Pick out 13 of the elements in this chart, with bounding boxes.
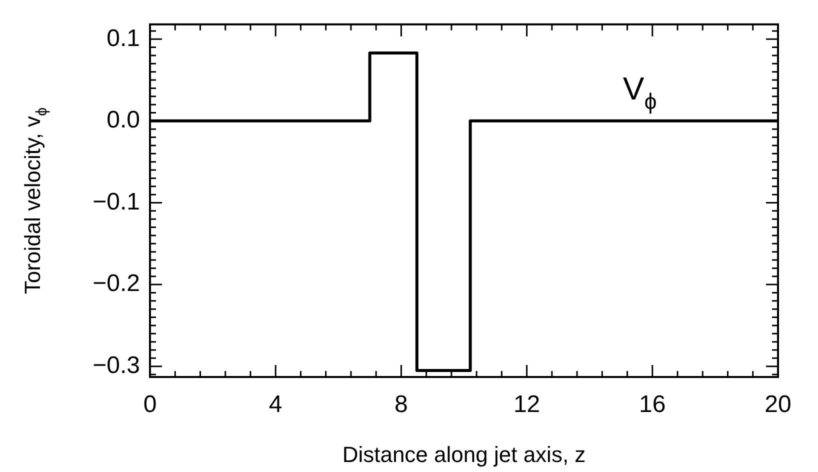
x-tick-label: 0: [143, 391, 157, 418]
x-tick-label: 12: [513, 391, 540, 418]
x-tick-label: 20: [764, 391, 792, 418]
x-tick-label: 4: [268, 391, 282, 418]
y-tick-label: 0.1: [106, 24, 140, 52]
y-tick-label: −0.3: [92, 352, 140, 379]
x-tick-label: 8: [394, 391, 408, 418]
y-axis-title: Toroidal velocity, vϕ: [20, 106, 51, 294]
x-axis-title: Distance along jet axis, z: [342, 442, 586, 467]
y-tick-label: −0.1: [92, 188, 140, 216]
x-tick-label: 16: [639, 391, 666, 418]
y-tick-label: 0.0: [106, 106, 140, 134]
y-tick-label: −0.2: [92, 270, 140, 298]
